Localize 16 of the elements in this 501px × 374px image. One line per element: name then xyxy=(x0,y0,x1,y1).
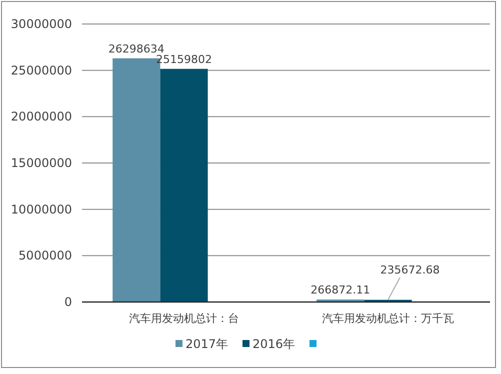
x-tick-label: 汽车用发动机总计：台 xyxy=(129,312,239,325)
legend-label: 2017年 xyxy=(186,337,228,351)
legend-label: 2016年 xyxy=(252,337,296,351)
x-tick-label: 汽车用发动机总计：万千瓦 xyxy=(322,312,454,325)
y-tick-label: 10000000 xyxy=(10,202,72,216)
y-tick-label: 30000000 xyxy=(10,17,72,31)
y-tick-label: 20000000 xyxy=(10,110,72,124)
data-label: 26298634 xyxy=(108,42,164,56)
data-label: 266872.11 xyxy=(310,284,370,297)
data-label: 235672.68 xyxy=(380,264,440,277)
y-tick-label: 15000000 xyxy=(10,156,72,170)
y-tick-label: 5000000 xyxy=(18,248,72,263)
y-tick-label: 25000000 xyxy=(10,63,72,78)
bar xyxy=(160,68,208,302)
data-label: 25159802 xyxy=(156,52,212,66)
y-tick-label: 0 xyxy=(64,295,72,309)
